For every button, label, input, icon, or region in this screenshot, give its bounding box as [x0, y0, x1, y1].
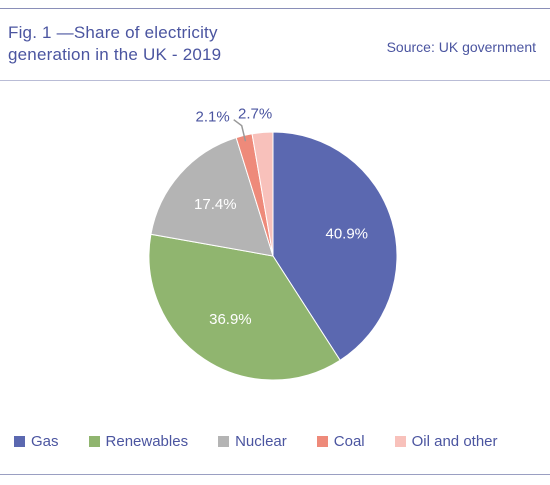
data-label-gas: 40.9% — [325, 225, 368, 242]
legend-swatch-gas — [14, 436, 25, 447]
legend-item-oil-and-other: Oil and other — [394, 433, 498, 450]
header-divider — [0, 80, 550, 81]
pie-chart: 40.9% 36.9% 17.4% 2.1% 2.7% — [148, 105, 398, 381]
leader-line-coal — [233, 119, 247, 142]
legend-swatch-oil-and-other — [394, 436, 406, 447]
bottom-rule — [0, 474, 550, 475]
legend-item-renewables: Renewables — [88, 433, 189, 450]
legend-label-nuclear: Nuclear — [235, 433, 287, 450]
data-label-renewables: 36.9% — [209, 311, 252, 328]
legend-label-oil-and-other: Oil and other — [411, 433, 498, 450]
legend-item-nuclear: Nuclear — [218, 433, 287, 450]
legend-item-coal: Coal — [316, 433, 365, 450]
legend: Gas Renewables Nuclear Coal Oil and othe… — [14, 433, 498, 450]
data-label-nuclear: 17.4% — [194, 196, 237, 213]
legend-label-renewables: Renewables — [105, 433, 189, 450]
pie-slice-renewables — [148, 233, 341, 381]
legend-swatch-coal — [316, 436, 328, 447]
data-label-oil-and-other: 2.7% — [238, 105, 272, 122]
legend-swatch-nuclear — [218, 436, 230, 447]
top-rule — [0, 8, 550, 9]
pie-slice-gas — [272, 131, 398, 361]
legend-item-gas: Gas — [14, 433, 59, 450]
chart-title: Fig. 1 —Share of electricity generation … — [8, 23, 222, 64]
source-note: Source: UK government — [386, 39, 536, 55]
pie-slice-oil-and-other — [251, 131, 274, 257]
legend-label-coal: Coal — [333, 433, 365, 450]
legend-swatch-renewables — [88, 436, 100, 447]
data-label-coal: 2.1% — [196, 109, 230, 126]
pie-slice-nuclear — [150, 136, 274, 257]
legend-label-gas: Gas — [31, 433, 59, 450]
